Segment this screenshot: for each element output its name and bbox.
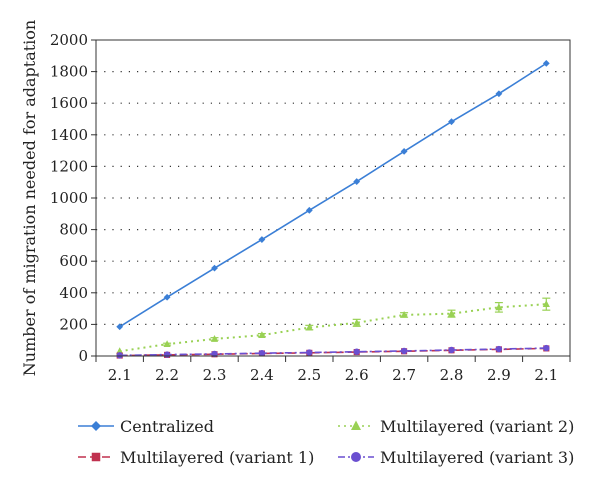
y-tick-label: 200 xyxy=(59,315,88,333)
x-tick-label: 2.7 xyxy=(392,366,416,384)
legend-label: Multilayered (variant 3) xyxy=(380,448,574,467)
legend-marker xyxy=(351,420,361,430)
data-point xyxy=(495,303,503,311)
x-tick-label: 2.6 xyxy=(345,366,369,384)
data-point xyxy=(306,349,313,356)
y-tick-label: 2000 xyxy=(50,31,88,49)
data-point xyxy=(448,118,455,126)
y-tick-label: 1400 xyxy=(50,126,88,144)
data-point xyxy=(116,352,123,359)
x-tick-label: 2.9 xyxy=(487,366,511,384)
legend-item: Multilayered (variant 3) xyxy=(338,448,574,467)
legend-item: Multilayered (variant 2) xyxy=(338,417,574,436)
series-line xyxy=(119,62,547,328)
legend-item: Centralized xyxy=(78,417,214,436)
x-tick-label: 2.1 xyxy=(108,366,132,384)
y-axis-ticks: 0 200 400 600 800 1000 1200 1400 1600 1800 2000 xyxy=(50,31,96,365)
data-point xyxy=(400,310,408,318)
data-point xyxy=(258,349,266,357)
series-3 xyxy=(116,297,551,355)
data-point xyxy=(400,347,408,355)
grid-lines xyxy=(96,70,570,325)
x-tick-label: 2.5 xyxy=(297,366,321,384)
y-tick-label: 400 xyxy=(59,284,88,302)
data-point xyxy=(210,334,219,342)
data-point xyxy=(305,206,313,214)
y-tick-label: 1200 xyxy=(50,157,88,175)
legend-label: Centralized xyxy=(120,417,214,436)
x-axis-ticks: 2.1 2.2 2.3 2.4 2.5 2.6 2.7 2.8 2.9 2.1 xyxy=(95,356,571,384)
x-tick-label: 2.8 xyxy=(440,366,464,384)
data-point xyxy=(495,345,503,353)
series-layer xyxy=(116,59,551,359)
y-axis-title: Number of migration needed for adaptatio… xyxy=(20,20,39,376)
data-point xyxy=(163,340,171,348)
series-1 xyxy=(116,59,550,331)
y-tick-label: 0 xyxy=(78,347,88,365)
data-point xyxy=(543,344,550,352)
data-point xyxy=(353,318,361,326)
y-tick-label: 600 xyxy=(59,252,88,270)
data-point xyxy=(400,147,408,155)
data-point xyxy=(116,323,124,331)
x-tick-label: 2.4 xyxy=(250,366,274,384)
legend-item: Multilayered (variant 1) xyxy=(78,448,314,467)
data-point xyxy=(353,348,360,355)
data-point xyxy=(542,300,550,308)
data-point xyxy=(116,347,124,355)
legend-label: Multilayered (variant 2) xyxy=(380,417,574,436)
x-tick-label: 2.3 xyxy=(203,366,227,384)
y-tick-label: 1600 xyxy=(50,94,88,112)
data-point xyxy=(353,178,361,185)
data-point xyxy=(448,346,455,354)
plot-frame xyxy=(95,39,571,357)
data-point xyxy=(495,90,503,98)
data-point xyxy=(211,264,218,272)
series-line xyxy=(119,303,547,353)
data-point xyxy=(163,351,171,358)
legend-marker xyxy=(91,452,101,462)
x-tick-label: 2.1 xyxy=(534,366,558,384)
series-4 xyxy=(116,344,550,359)
data-point xyxy=(258,236,266,243)
y-tick-label: 1800 xyxy=(50,63,88,81)
data-point xyxy=(163,293,171,301)
data-point xyxy=(542,59,550,67)
x-tick-label: 2.2 xyxy=(155,366,179,384)
data-point xyxy=(305,323,313,331)
data-point xyxy=(258,331,266,339)
legend-marker xyxy=(91,421,101,431)
series-line xyxy=(119,347,547,357)
y-tick-label: 1000 xyxy=(50,189,88,207)
legend-marker xyxy=(351,452,361,462)
y-tick-label: 800 xyxy=(59,221,88,239)
legend-label: Multilayered (variant 1) xyxy=(120,448,314,467)
data-point xyxy=(447,309,456,317)
legend: Centralized Multilayered (variant 1) Multi… xyxy=(78,417,574,467)
